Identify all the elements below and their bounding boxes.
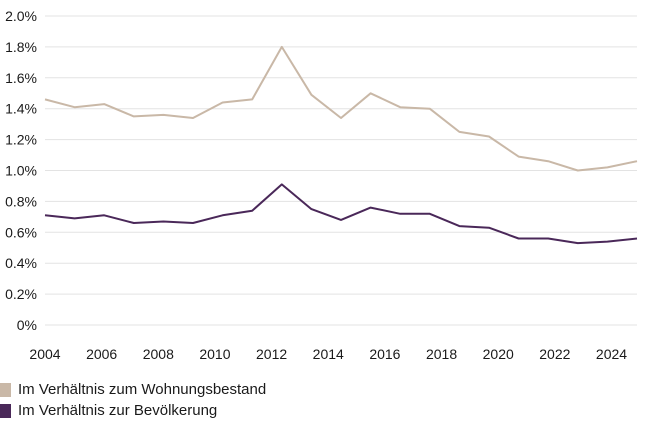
x-tick-label: 2018 bbox=[426, 346, 457, 362]
x-tick-label: 2020 bbox=[483, 346, 514, 362]
y-tick-label: 1.2% bbox=[5, 132, 37, 148]
x-tick-label: 2004 bbox=[29, 346, 60, 362]
series-line-0 bbox=[44, 45, 638, 172]
legend-swatch-bevoelkerung bbox=[0, 403, 11, 418]
x-tick-label: 2022 bbox=[539, 346, 570, 362]
series-line-1 bbox=[44, 183, 638, 245]
y-tick-label: 1.0% bbox=[5, 163, 37, 179]
x-tick-label: 2014 bbox=[313, 346, 344, 362]
x-tick-label: 2012 bbox=[256, 346, 287, 362]
x-axis-ticks: 2004 2006 2008 2010 2012 2014 2016 2018 2020 2022… bbox=[29, 346, 627, 362]
grid-lines bbox=[45, 15, 637, 326]
legend-swatch-wohnungsbestand bbox=[0, 382, 11, 397]
y-tick-label: 2.0% bbox=[5, 8, 37, 24]
y-tick-label: 0.8% bbox=[5, 193, 37, 209]
y-tick-label: 0.6% bbox=[5, 224, 37, 240]
y-tick-label: 0.4% bbox=[5, 255, 37, 271]
x-tick-label: 2010 bbox=[199, 346, 230, 362]
series-lines bbox=[44, 45, 638, 245]
x-tick-label: 2016 bbox=[369, 346, 400, 362]
x-tick-label: 2008 bbox=[143, 346, 174, 362]
y-tick-label: 1.4% bbox=[5, 101, 37, 117]
legend: Im Verhältnis zum Wohnungsbestand Im Ver… bbox=[0, 379, 266, 421]
y-tick-label: 0% bbox=[17, 317, 37, 333]
x-tick-label: 2024 bbox=[596, 346, 627, 362]
legend-item-bevoelkerung: Im Verhältnis zur Bevölkerung bbox=[0, 400, 266, 421]
legend-label-bevoelkerung: Im Verhältnis zur Bevölkerung bbox=[18, 402, 218, 419]
y-tick-label: 1.6% bbox=[5, 70, 37, 86]
y-tick-label: 1.8% bbox=[5, 39, 37, 55]
legend-item-wohnungsbestand: Im Verhältnis zum Wohnungsbestand bbox=[0, 379, 266, 400]
x-tick-label: 2006 bbox=[86, 346, 117, 362]
legend-label-wohnungsbestand: Im Verhältnis zum Wohnungsbestand bbox=[18, 381, 267, 398]
y-axis-ticks: 0% 0.2% 0.4% 0.6% 0.8% 1.0% 1.2% 1.4% 1.6% 1.8% 2.… bbox=[5, 8, 37, 333]
line-chart: 0% 0.2% 0.4% 0.6% 0.8% 1.0% 1.2% 1.4% 1.6% 1.8% 2.… bbox=[5, 8, 638, 362]
y-tick-label: 0.2% bbox=[5, 286, 37, 302]
